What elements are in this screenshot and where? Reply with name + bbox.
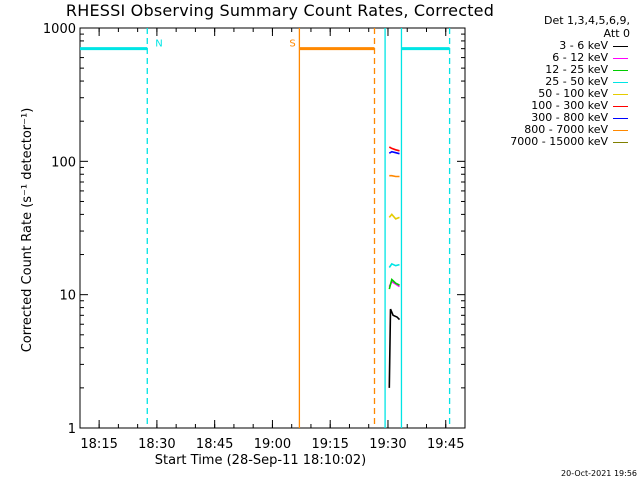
x-tick-label: 19:00 xyxy=(254,437,291,452)
legend-swatch xyxy=(613,82,628,83)
night-interval-label: N xyxy=(155,39,162,50)
legend-swatch xyxy=(613,46,628,47)
series-line xyxy=(388,150,400,155)
series-line xyxy=(388,308,401,388)
x-tick-label: 19:15 xyxy=(311,437,348,452)
series-line xyxy=(388,146,400,152)
y-tick-label: 100 xyxy=(51,155,76,170)
y-tick-label: 1 xyxy=(68,422,76,437)
legend-detectors: Det 1,3,4,5,6,9, xyxy=(543,14,630,27)
x-tick-label: 18:15 xyxy=(80,437,117,452)
legend-entry: 800 - 7000 keV xyxy=(480,124,630,136)
generation-timestamp: 20-Oct-2021 19:56 xyxy=(561,469,637,478)
legend-entry-label: 12 - 25 keV xyxy=(545,63,608,76)
legend-entry-label: 800 - 7000 keV xyxy=(524,123,608,136)
legend-entry: 100 - 300 keV xyxy=(480,100,630,112)
legend-entry-label: 6 - 12 keV xyxy=(552,51,608,64)
series-line xyxy=(389,174,400,178)
legend-entry: 25 - 50 keV xyxy=(480,76,630,88)
legend-swatch xyxy=(613,58,628,59)
legend-swatch xyxy=(613,70,628,71)
series-line xyxy=(388,262,400,268)
legend-entry-label: 7000 - 15000 keV xyxy=(510,135,608,148)
x-tick-label: 18:45 xyxy=(196,437,233,452)
legend-entry-label: 25 - 50 keV xyxy=(545,75,608,88)
legend-entry: 6 - 12 keV xyxy=(480,52,630,64)
legend-entry: 12 - 25 keV xyxy=(480,64,630,76)
legend-entry-label: 300 - 800 keV xyxy=(531,111,608,124)
legend-entry: 50 - 100 keV xyxy=(480,88,630,100)
legend-entry: 300 - 800 keV xyxy=(480,112,630,124)
chart-title: RHESSI Observing Summary Count Rates, Co… xyxy=(65,1,495,20)
x-axis-label: Start Time (28-Sep-11 18:10:02) xyxy=(155,453,366,468)
legend-attenuator: Att 0 xyxy=(603,27,630,40)
legend-entry-label: 50 - 100 keV xyxy=(538,87,608,100)
x-tick-label: 18:30 xyxy=(138,437,175,452)
y-axis-label: Corrected Count Rate (s⁻¹ detector⁻¹) xyxy=(20,108,35,353)
legend-swatch xyxy=(613,118,628,119)
legend-swatch xyxy=(613,94,628,95)
series-line xyxy=(388,213,400,220)
legend-swatch xyxy=(613,106,628,107)
series-line xyxy=(388,277,400,290)
legend-entry: 7000 - 15000 keV xyxy=(480,136,630,148)
legend-entry: 3 - 6 keV xyxy=(480,40,630,52)
saa-interval-label: S xyxy=(289,39,295,50)
x-tick-label: 19:30 xyxy=(369,437,406,452)
legend-entry-label: 100 - 300 keV xyxy=(531,99,608,112)
y-tick-label: 1000 xyxy=(43,22,76,37)
legend-swatch xyxy=(613,130,628,131)
legend-swatch xyxy=(613,142,628,143)
y-tick-label: 10 xyxy=(59,289,76,304)
plot-frame xyxy=(79,27,466,429)
legend-entry-label: 3 - 6 keV xyxy=(559,39,608,52)
legend: Det 1,3,4,5,6,9, Att 0 3 - 6 keV 6 - 12 k… xyxy=(480,14,630,148)
x-tick-label: 19:45 xyxy=(427,437,464,452)
